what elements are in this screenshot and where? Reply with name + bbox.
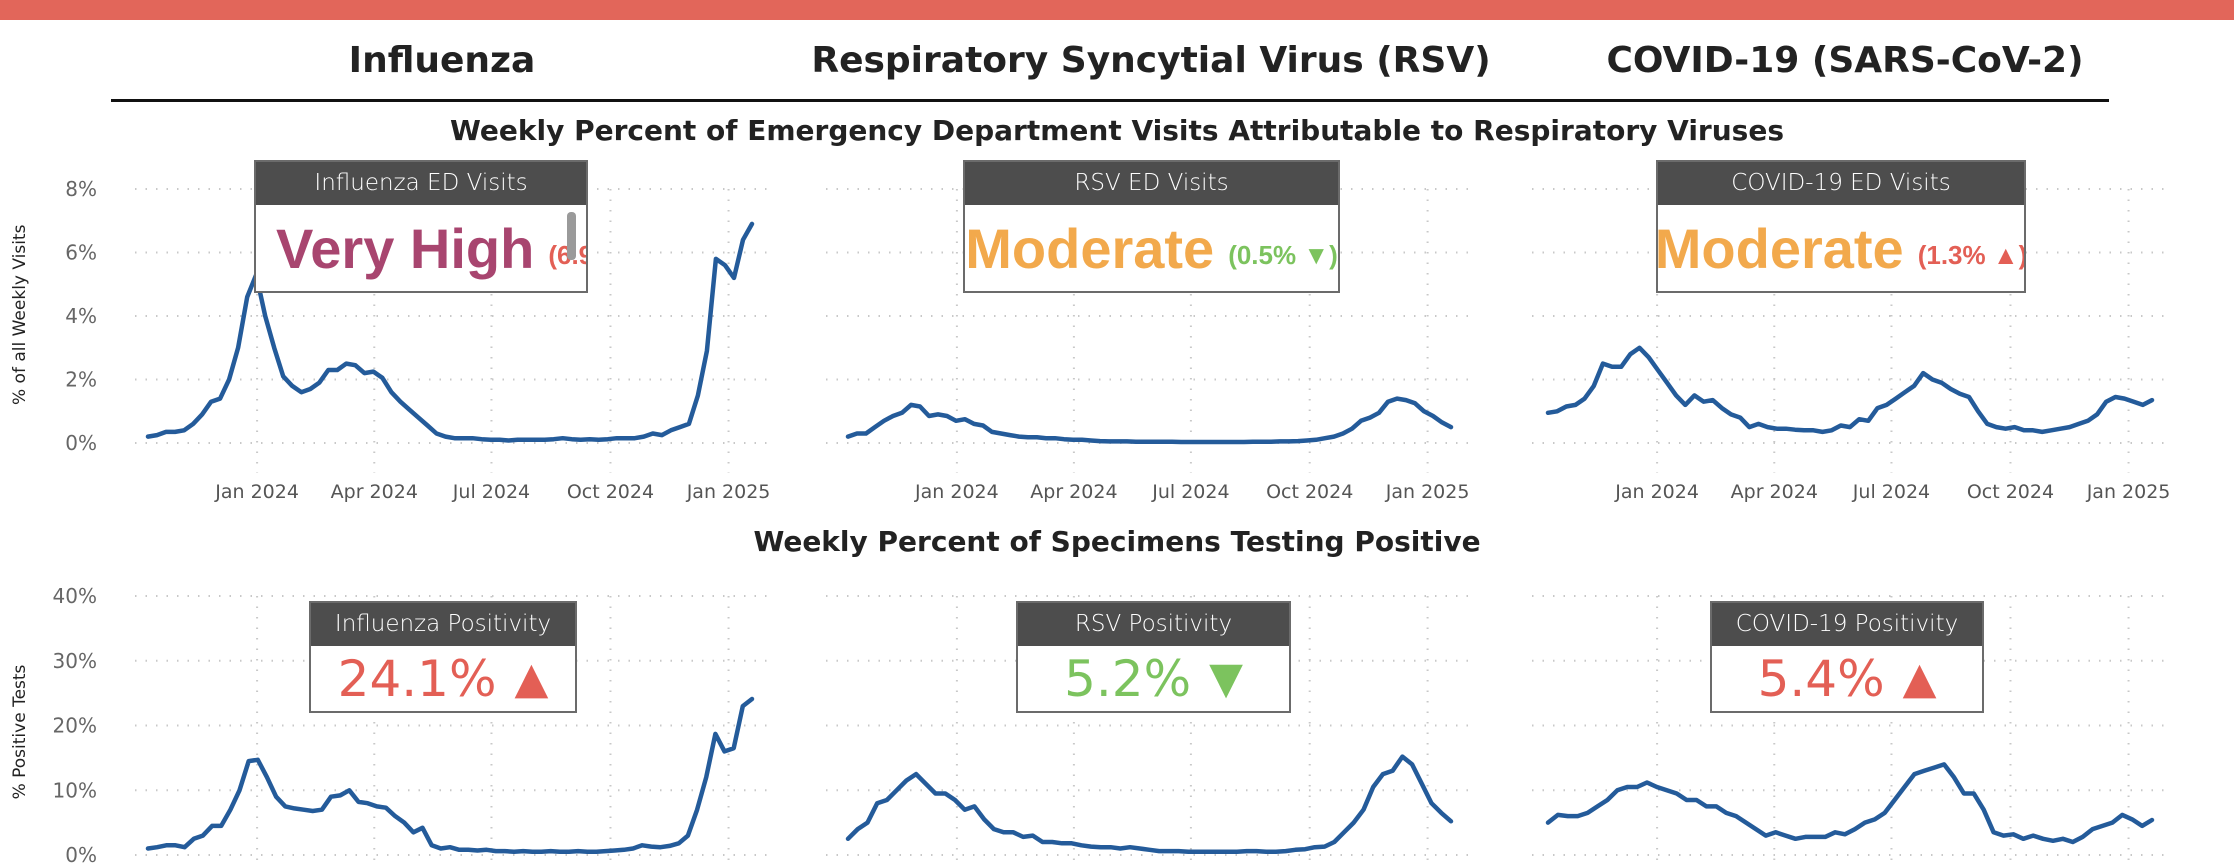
x-tick-label: Jan 2025 — [686, 481, 771, 503]
card-title: RSV Positivity — [1018, 603, 1289, 646]
positivity-value: 24.1% — [337, 649, 497, 708]
x-tick-label: Oct 2024 — [1967, 481, 2054, 503]
x-tick-label: Apr 2024 — [331, 481, 418, 503]
x-tick-label: Jan 2024 — [1614, 481, 1699, 503]
header-divider — [111, 99, 2109, 102]
x-tick-label: Jan 2024 — [214, 481, 299, 503]
y-tick-label: 40% — [53, 584, 97, 608]
activity-level: Very High — [276, 216, 535, 280]
trend-up-icon: ▲ — [1902, 653, 1937, 704]
y-tick-label: 20% — [53, 714, 97, 738]
trend-down-icon: ▼ — [1209, 653, 1243, 704]
header-rsv: Respiratory Syncytial Virus (RSV) — [811, 40, 1491, 81]
top-banner — [0, 0, 2234, 20]
card-scrollbar[interactable] — [567, 212, 576, 260]
header-influenza: Influenza — [348, 40, 536, 81]
x-tick-label: Jul 2024 — [1151, 481, 1229, 503]
y-tick-label: 0% — [65, 431, 97, 455]
card-title: Influenza Positivity — [311, 603, 575, 646]
influenza-positivity-card: Influenza Positivity 24.1% ▲ — [309, 601, 577, 713]
covid-positivity-card: COVID-19 Positivity 5.4% ▲ — [1710, 601, 1984, 713]
header-covid: COVID-19 (SARS-CoV-2) — [1606, 40, 2084, 81]
activity-percent: (1.3% ▲) — [1917, 239, 2026, 270]
covid_pos-series-line — [1545, 762, 2155, 845]
activity-level: Moderate — [1656, 216, 1904, 280]
y-tick-label: 30% — [53, 649, 97, 673]
y-tick-label: 4% — [65, 304, 97, 328]
rsv-ed-card: RSV ED Visits Moderate (0.5% ▼) — [963, 160, 1340, 293]
x-tick-label: Jan 2024 — [914, 481, 999, 503]
covid-ed-card: COVID-19 ED Visits Moderate (1.3% ▲) — [1656, 160, 2026, 293]
ed-section-title: Weekly Percent of Emergency Department V… — [449, 114, 1785, 147]
rsv_ed-series-line — [845, 396, 1454, 445]
card-title: COVID-19 ED Visits — [1658, 162, 2024, 205]
y-tick-label: 6% — [65, 241, 97, 265]
trend-up-icon: ▲ — [514, 653, 549, 704]
x-tick-label: Jan 2025 — [1385, 481, 1470, 503]
activity-percent: (0.5% ▼) — [1228, 239, 1338, 270]
card-title: COVID-19 Positivity — [1712, 603, 1982, 646]
rsv_pos-series-line — [845, 754, 1454, 855]
x-tick-label: Oct 2024 — [567, 481, 654, 503]
x-tick-label: Jul 2024 — [1852, 481, 1930, 503]
positivity-section-title: Weekly Percent of Specimens Testing Posi… — [753, 525, 1481, 558]
card-title: RSV ED Visits — [965, 162, 1338, 205]
x-tick-label: Jul 2024 — [452, 481, 530, 503]
x-tick-label: Apr 2024 — [1731, 481, 1818, 503]
rsv-positivity-card: RSV Positivity 5.2% ▼ — [1016, 601, 1291, 713]
y-tick-label: 10% — [53, 778, 97, 802]
covid_ed-series-line — [1545, 345, 2155, 435]
activity-level: Moderate — [965, 216, 1215, 280]
x-tick-label: Apr 2024 — [1030, 481, 1117, 503]
flu_pos-series-line — [145, 696, 755, 855]
influenza-ed-card: Influenza ED Visits Very High (6.9% — [254, 160, 588, 293]
positivity-value: 5.4% — [1757, 649, 1885, 708]
y-tick-label: 8% — [65, 177, 97, 201]
x-tick-label: Oct 2024 — [1266, 481, 1353, 503]
flu_ed-series-line — [145, 221, 755, 443]
y-tick-label: 2% — [65, 368, 97, 392]
x-tick-label: Jan 2025 — [2086, 481, 2171, 503]
y-tick-label: 0% — [65, 843, 97, 866]
positivity-value: 5.2% — [1064, 649, 1192, 708]
card-title: Influenza ED Visits — [256, 162, 586, 205]
